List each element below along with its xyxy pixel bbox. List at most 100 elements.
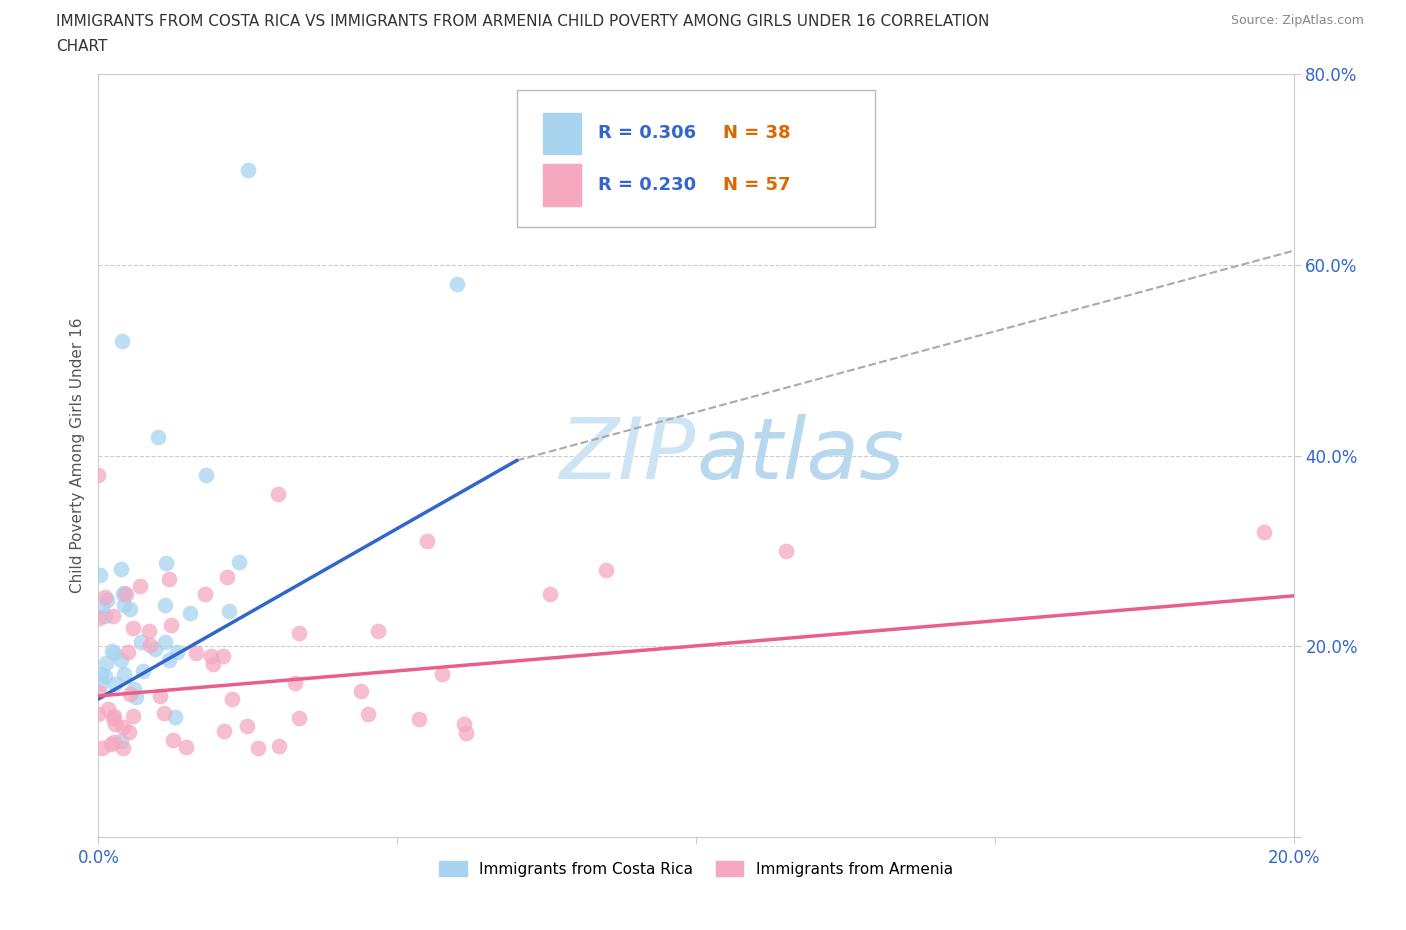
Point	[446, 277, 468, 292]
Text: IMMIGRANTS FROM COSTA RICA VS IMMIGRANTS FROM ARMENIA CHILD POVERTY AMONG GIRLS : IMMIGRANTS FROM COSTA RICA VS IMMIGRANTS…	[56, 14, 990, 29]
Point	[153, 634, 176, 649]
Point	[110, 562, 132, 577]
Point	[94, 608, 117, 623]
Point	[96, 593, 118, 608]
Point	[215, 570, 238, 585]
Point	[118, 724, 141, 739]
Point	[153, 597, 176, 612]
Point	[350, 684, 373, 698]
Point	[195, 467, 218, 482]
Legend: Immigrants from Costa Rica, Immigrants from Armenia: Immigrants from Costa Rica, Immigrants f…	[433, 855, 959, 883]
Point	[149, 688, 172, 703]
Point	[90, 675, 112, 690]
Point	[165, 710, 187, 724]
Point	[408, 711, 430, 726]
FancyBboxPatch shape	[543, 164, 581, 206]
Point	[110, 653, 132, 668]
Point	[101, 711, 124, 725]
Y-axis label: Child Poverty Among Girls Under 16: Child Poverty Among Girls Under 16	[69, 318, 84, 593]
Point	[103, 709, 125, 724]
Point	[1253, 525, 1275, 539]
Text: atlas: atlas	[696, 414, 904, 498]
Point	[453, 716, 475, 731]
Point	[236, 163, 259, 178]
Point	[104, 677, 127, 692]
Point	[212, 649, 235, 664]
Point	[357, 707, 380, 722]
Text: N = 38: N = 38	[724, 124, 792, 142]
Point	[111, 334, 134, 349]
Point	[110, 734, 132, 749]
Point	[595, 563, 617, 578]
Point	[90, 666, 112, 681]
Point	[267, 738, 290, 753]
Point	[103, 608, 125, 623]
Point	[162, 733, 184, 748]
Point	[122, 709, 145, 724]
Point	[89, 685, 111, 700]
Point	[194, 587, 217, 602]
Point	[100, 737, 122, 751]
Point	[179, 605, 201, 620]
Point	[236, 719, 259, 734]
Point	[111, 720, 134, 735]
Point	[94, 590, 117, 604]
Point	[184, 645, 207, 660]
Point	[129, 634, 152, 649]
Point	[115, 587, 138, 602]
Text: Source: ZipAtlas.com: Source: ZipAtlas.com	[1230, 14, 1364, 27]
Point	[89, 611, 111, 626]
Point	[287, 626, 309, 641]
Text: ZIP: ZIP	[560, 414, 696, 498]
Text: CHART: CHART	[56, 39, 108, 54]
Point	[132, 664, 155, 679]
Point	[416, 534, 439, 549]
Point	[775, 543, 797, 558]
Point	[94, 655, 117, 670]
Point	[148, 430, 170, 445]
Point	[218, 604, 240, 619]
Point	[112, 587, 135, 602]
Point	[221, 691, 243, 706]
Point	[103, 646, 125, 661]
Point	[153, 705, 176, 720]
Point	[246, 740, 269, 755]
Point	[101, 644, 124, 658]
Point	[111, 740, 134, 755]
Text: R = 0.230: R = 0.230	[598, 176, 696, 194]
Point	[112, 597, 135, 612]
Point	[118, 602, 141, 617]
Point	[538, 587, 561, 602]
Point	[284, 676, 307, 691]
Point	[97, 702, 120, 717]
Point	[430, 667, 453, 682]
Point	[117, 644, 139, 659]
Point	[157, 653, 180, 668]
Point	[103, 735, 125, 750]
Point	[157, 571, 180, 586]
Point	[174, 739, 197, 754]
Point	[155, 555, 177, 570]
Point	[87, 706, 110, 721]
Point	[112, 667, 135, 682]
Point	[202, 657, 225, 671]
Point	[120, 687, 142, 702]
Point	[128, 578, 150, 593]
Point	[456, 726, 478, 741]
Point	[138, 638, 160, 653]
Point	[228, 554, 250, 569]
Point	[267, 486, 290, 501]
Point	[87, 467, 110, 482]
Point	[90, 741, 112, 756]
Point	[166, 644, 188, 659]
Point	[138, 624, 160, 639]
FancyBboxPatch shape	[543, 113, 581, 154]
Text: N = 57: N = 57	[724, 176, 792, 194]
Point	[122, 682, 145, 697]
Point	[288, 711, 311, 725]
Point	[112, 586, 135, 601]
Point	[93, 669, 115, 684]
Point	[212, 724, 235, 739]
Point	[104, 717, 127, 732]
Text: R = 0.306: R = 0.306	[598, 124, 696, 142]
